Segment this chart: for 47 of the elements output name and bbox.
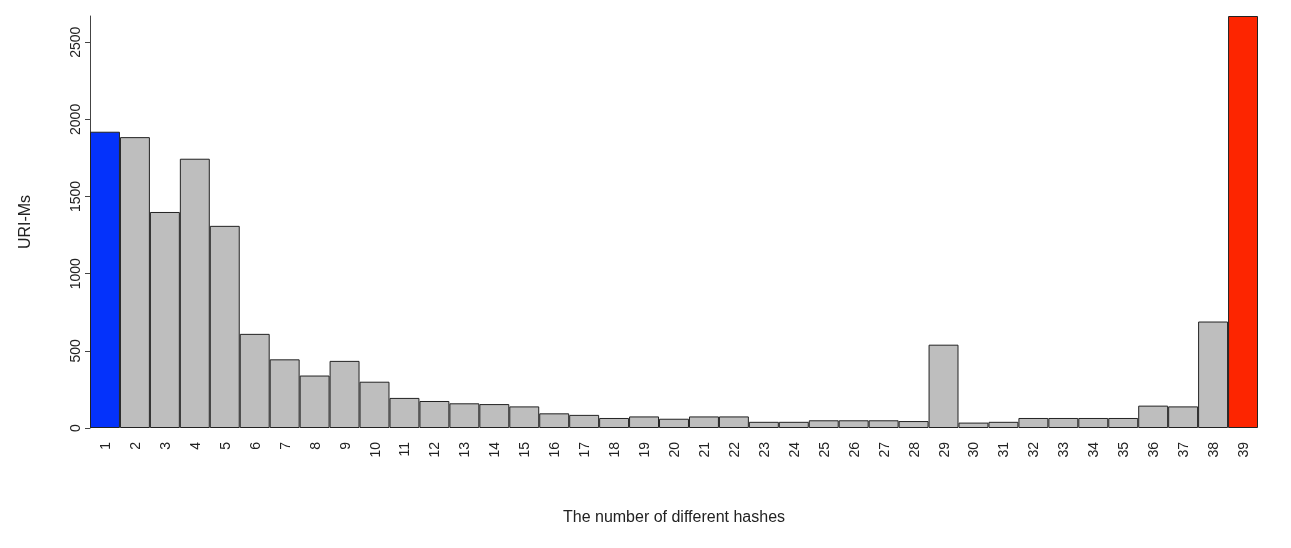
x-tick-label: 14 xyxy=(486,441,503,458)
x-tick-label: 32 xyxy=(1025,441,1042,458)
x-tick-label: 6 xyxy=(246,441,263,450)
y-tick-label: 1000 xyxy=(67,257,83,290)
y-tick-label: 1500 xyxy=(67,180,83,213)
x-tick-label: 9 xyxy=(336,441,353,450)
x-tick-label: 37 xyxy=(1175,441,1192,458)
x-tick-label: 22 xyxy=(725,441,742,458)
x-tick-label: 16 xyxy=(546,441,563,458)
y-tick-label: 2500 xyxy=(67,26,83,58)
x-tick-label: 11 xyxy=(396,441,413,457)
x-tick-label: 34 xyxy=(1085,441,1102,458)
x-tick-label: 25 xyxy=(815,441,832,458)
x-tick-label: 28 xyxy=(905,441,922,458)
x-tick-label: 27 xyxy=(875,441,892,458)
x-tick-label: 21 xyxy=(695,441,712,458)
x-tick-label: 26 xyxy=(845,441,862,458)
x-tick-label: 2 xyxy=(126,441,143,450)
x-tick-label: 31 xyxy=(995,441,1012,458)
x-tick-label: 15 xyxy=(516,441,533,458)
x-tick-label: 38 xyxy=(1205,441,1222,458)
x-tick-label: 24 xyxy=(785,441,802,458)
y-tick-label: 2000 xyxy=(67,103,83,135)
x-tick-label: 3 xyxy=(156,441,173,450)
x-tick-label: 1 xyxy=(96,441,113,450)
x-tick-label: 30 xyxy=(965,441,982,458)
y-tick-label: 500 xyxy=(67,338,83,363)
x-tick-label: 20 xyxy=(666,441,682,458)
x-tick-label: 8 xyxy=(306,441,323,450)
x-tick-label: 33 xyxy=(1055,441,1072,458)
x-tick-label: 23 xyxy=(755,441,772,458)
x-tick-label: 4 xyxy=(186,441,203,450)
x-tick-label: 35 xyxy=(1115,441,1132,458)
x-tick-label: 10 xyxy=(366,441,383,458)
x-tick-label: 39 xyxy=(1235,441,1252,458)
x-axis-title: The number of different hashes xyxy=(562,507,786,525)
x-tick-label: 18 xyxy=(606,441,623,458)
x-tick-label: 29 xyxy=(935,441,952,458)
x-tick-label: 17 xyxy=(576,441,593,458)
y-axis-title: URI-Ms xyxy=(15,194,33,250)
x-tick-label: 36 xyxy=(1145,441,1162,458)
y-tick-label: 0 xyxy=(67,423,83,432)
x-tick-label: 12 xyxy=(426,441,443,458)
x-tick-label: 7 xyxy=(276,441,293,450)
x-tick-label: 13 xyxy=(456,441,473,458)
x-tick-label: 19 xyxy=(636,441,653,458)
x-tick-label: 5 xyxy=(216,441,233,450)
